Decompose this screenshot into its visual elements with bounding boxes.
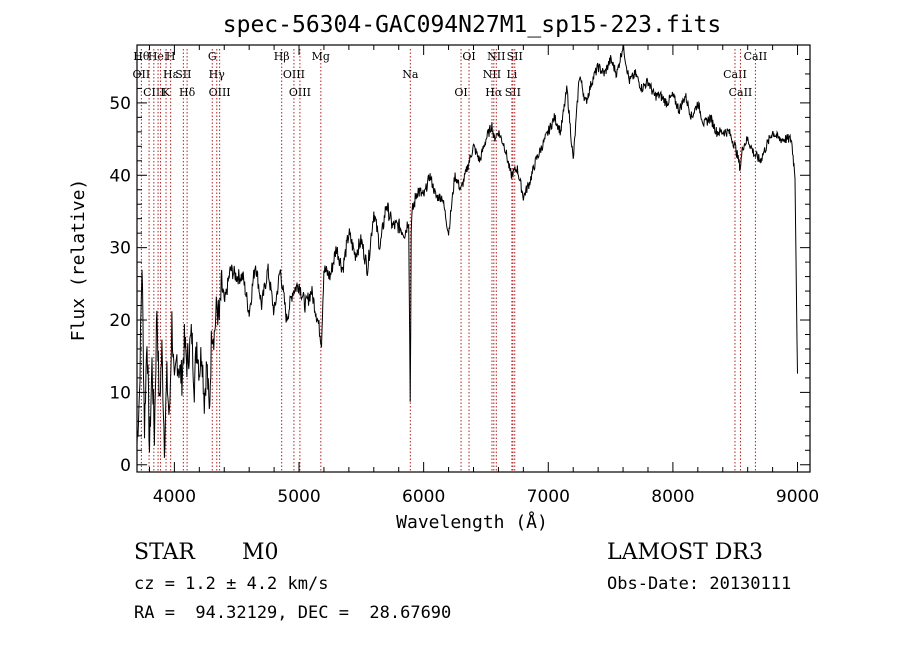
spectral-line-label: SII [507,50,523,63]
spectral-line-label: Hα [485,86,503,99]
y-tick-label: 20 [109,311,131,331]
spectral-line-label: NII [483,68,501,81]
spectral-line-label: OIII [283,68,305,81]
coordinates: RA = 94.32129, DEC = 28.67690 [134,603,452,623]
y-tick-label: 10 [109,383,131,403]
spectral-line-label: K [162,86,171,99]
object-subclass: M0 [242,540,279,565]
spectral-line-label: Na [402,68,419,81]
y-tick-label: 50 [109,94,131,114]
x-tick-label: 6000 [402,487,445,507]
spectral-line-label: Hβ [274,50,290,63]
survey-name: LAMOST DR3 [607,540,763,565]
spectral-line-label: CaII [723,68,747,81]
chart-title: spec-56304-GAC094N27M1_sp15-223.fits [223,12,722,38]
spectral-line-label: Hδ [179,86,196,99]
spectral-line-label: CaII [729,86,753,99]
spectral-line-label: G [208,50,217,63]
spectral-line-label: Li [506,68,517,81]
plot-frame [136,44,811,473]
redshift-velocity: cz = 1.2 ± 4.2 km/s [134,574,329,594]
spectral-line-label: OI [454,86,467,99]
spectrum-series [136,44,798,458]
spectral-line-label: NII [487,50,505,63]
spectral-line-label: SII [505,86,521,99]
x-axis-label: Wavelength (Å) [396,511,548,533]
line-markers: HθOIICIIIHeIKHHεSIIHδGHγOIIIHβOIIIOIIIMg… [133,49,768,472]
x-tick-label: 5000 [277,487,320,507]
x-tick-label: 9000 [776,487,819,507]
object-class: STAR [134,540,195,565]
axis-ticks: 4000 5000 6000 7000 8000 9000 0 10 20 30 40 50 [109,45,819,507]
spectral-line-label: OII [133,68,151,81]
y-axis-label: Flux (relative) [68,179,89,342]
x-tick-label: 4000 [153,487,196,507]
spectral-line-label: Hγ [209,68,226,81]
spectral-line-label: Mg [312,50,330,63]
y-tick-label: 0 [120,456,131,476]
spectral-line-label: Hε [163,68,179,81]
x-tick-label: 7000 [527,487,570,507]
spectral-line-label: OIII [289,86,311,99]
spectral-line-label: SII [175,68,191,81]
y-tick-label: 40 [109,166,131,186]
spectral-line-label: H [166,50,176,63]
spectral-line-label: OI [462,50,475,63]
spectral-line-label: CIII [143,86,164,99]
spectrum-line [136,44,798,458]
y-tick-label: 30 [109,239,131,259]
spectral-line-label: OIII [209,86,231,99]
observation-date: Obs-Date: 20130111 [607,574,792,594]
x-tick-label: 8000 [651,487,694,507]
spectral-line-label: HeI [148,50,168,63]
spectral-line-label: CaII [744,50,768,63]
